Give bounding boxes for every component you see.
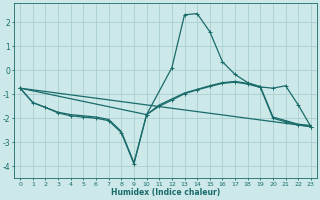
X-axis label: Humidex (Indice chaleur): Humidex (Indice chaleur) (111, 188, 220, 197)
